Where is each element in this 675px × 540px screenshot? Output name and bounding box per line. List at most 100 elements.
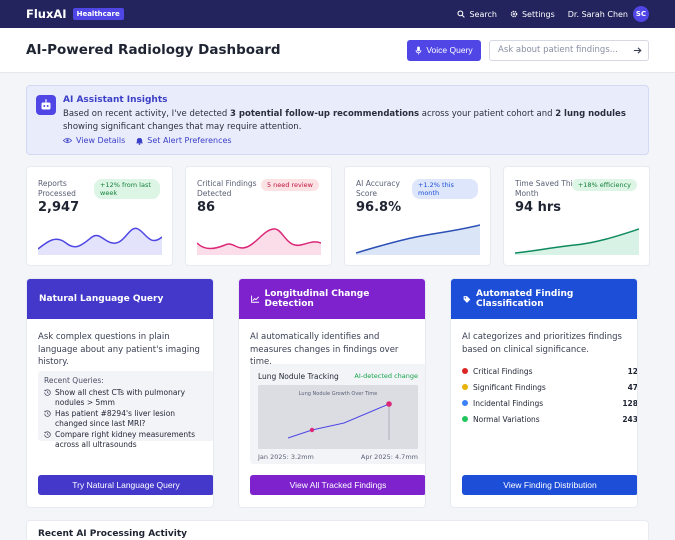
- stat-value: 94 hrs: [515, 200, 562, 215]
- stat-badge: 5 need review: [260, 179, 319, 191]
- nav-settings-label: Settings: [521, 9, 555, 19]
- view-finding-distribution-button[interactable]: View Finding Distribution: [462, 475, 637, 495]
- bell-icon: [136, 137, 144, 145]
- stat-label: Reports Processed: [38, 179, 76, 198]
- nav-search-link[interactable]: Search: [457, 9, 497, 19]
- class-count: 47: [627, 382, 638, 392]
- critical-dot: [462, 368, 468, 374]
- feature-title: Longitudinal Change Detection: [264, 289, 370, 309]
- list-item[interactable]: Show all chest CTs with pulmonary nodule…: [44, 388, 208, 407]
- set-alert-link[interactable]: Set Alert Preferences: [136, 136, 232, 145]
- recent-queries: Recent Queries: Show all chest CTs with …: [38, 371, 213, 449]
- class-count: 12: [627, 366, 638, 376]
- user-menu[interactable]: Dr. Sarah Chen SC: [568, 6, 649, 22]
- list-item[interactable]: Incidental Findings 128: [462, 395, 638, 411]
- sparkline: [38, 227, 162, 255]
- class-label: Significant Findings: [473, 382, 546, 392]
- data-point: [309, 427, 315, 433]
- try-nlq-button[interactable]: Try Natural Language Query: [38, 475, 213, 495]
- series-line: [287, 403, 390, 439]
- sparkline: [197, 228, 321, 255]
- sparkline: [356, 224, 480, 255]
- nodule-chart: Lung Nodule Tracking AI-detected change …: [250, 364, 425, 464]
- line-chart-icon: [251, 295, 260, 303]
- history-icon: [44, 389, 51, 396]
- list-item[interactable]: Critical Findings 12: [462, 363, 638, 379]
- list-item[interactable]: Normal Variations 243: [462, 411, 638, 427]
- stat-label: Critical Findings Detected: [197, 179, 257, 198]
- query-text: Has patient #8294's liver lesion changed…: [55, 409, 176, 428]
- data-point: [386, 401, 392, 407]
- view-details-link[interactable]: View Details: [63, 136, 125, 145]
- ask-box: [489, 39, 649, 61]
- feature-header: Automated Finding Classification: [451, 279, 637, 319]
- history-icon: [44, 431, 51, 438]
- class-label: Incidental Findings: [473, 398, 544, 408]
- nav-right: Search Settings Dr. Sarah Chen SC: [444, 6, 649, 22]
- product-tag: Healthcare: [72, 8, 124, 20]
- feature-header: Natural Language Query: [27, 279, 213, 319]
- class-label: Normal Variations: [473, 414, 540, 424]
- view-tracked-findings-button[interactable]: View All Tracked Findings: [250, 475, 425, 495]
- feature-card-afc: Automated Finding Classification AI cate…: [450, 278, 638, 508]
- stat-card-time-saved: Time Saved This Month 94 hrs +18% effici…: [503, 166, 650, 266]
- list-item[interactable]: Compare right kidney measurements across…: [44, 430, 208, 449]
- class-label: Critical Findings: [473, 366, 533, 376]
- set-alert-label: Set Alert Preferences: [147, 136, 232, 145]
- ask-input[interactable]: [498, 45, 628, 55]
- nav-settings-link[interactable]: Settings: [510, 10, 555, 19]
- eye-icon: [63, 138, 72, 143]
- stat-badge: +12% from last week: [94, 179, 160, 199]
- class-count: 243: [622, 414, 638, 424]
- chart-title: Lung Nodule Tracking: [258, 372, 339, 381]
- class-count: 128: [622, 398, 638, 408]
- feature-desc: AI categorizes and prioritizes findings …: [462, 332, 622, 355]
- query-text: Show all chest CTs with pulmonary nodule…: [55, 388, 186, 407]
- app-logo[interactable]: FluxAI: [26, 7, 67, 21]
- microphone-icon: [416, 45, 422, 55]
- feature-desc: Ask complex questions in plain language …: [38, 332, 200, 367]
- voice-query-button[interactable]: Voice Query: [407, 39, 481, 61]
- feature-desc: AI automatically identifies and measures…: [250, 332, 399, 367]
- search-icon: [457, 10, 466, 18]
- recent-queries-title: Recent Queries:: [44, 376, 104, 385]
- feature-title: Natural Language Query: [39, 294, 164, 304]
- gear-icon: [510, 10, 518, 18]
- stat-label: AI Accuracy Score: [356, 179, 400, 198]
- insights-followups: 3 potential follow-up recommendations: [230, 109, 420, 119]
- view-details-label: View Details: [76, 136, 126, 145]
- stat-value: 86: [197, 200, 216, 215]
- insights-title: AI Assistant Insights: [63, 95, 168, 105]
- chart-plot: Lung Nodule Growth Over Time: [258, 385, 418, 449]
- significant-dot: [462, 384, 468, 390]
- stat-value: 2,947: [38, 200, 80, 215]
- normal-dot: [462, 416, 468, 422]
- chart-end-label: Apr 2025: 4.7mm: [360, 453, 418, 461]
- voice-query-label: Voice Query: [426, 45, 473, 55]
- insights-text-1: Based on recent activity, I've detected: [63, 109, 231, 119]
- feature-card-nlq: Natural Language Query Ask complex quest…: [26, 278, 214, 508]
- list-item[interactable]: Has patient #8294's liver lesion changed…: [44, 409, 208, 428]
- stat-card-accuracy: AI Accuracy Score 96.8% +1.2% this month: [344, 166, 491, 266]
- ai-insights-panel: AI Assistant Insights Based on recent ac…: [26, 85, 649, 155]
- feature-card-lcd: Longitudinal Change Detection AI automat…: [238, 278, 426, 508]
- stat-value: 96.8%: [356, 200, 402, 215]
- recent-activity-title: Recent AI Processing Activity: [38, 529, 188, 539]
- nav-search-label: Search: [469, 9, 497, 19]
- list-item[interactable]: Significant Findings 47: [462, 379, 638, 395]
- stat-card-critical: Critical Findings Detected 86 5 need rev…: [185, 166, 332, 266]
- feature-header: Longitudinal Change Detection: [239, 279, 425, 319]
- history-icon: [44, 410, 51, 417]
- stat-label: Time Saved This Month: [515, 179, 577, 198]
- ai-detected-tag: AI-detected change: [354, 372, 418, 380]
- query-text: Compare right kidney measurements across…: [55, 430, 196, 449]
- stat-badge: +18% efficiency: [571, 179, 637, 191]
- user-name: Dr. Sarah Chen: [567, 9, 628, 19]
- arrow-right-icon[interactable]: [633, 46, 642, 55]
- incidental-dot: [462, 400, 468, 406]
- stat-card-reports: Reports Processed 2,947 +12% from last w…: [26, 166, 173, 266]
- sparkline: [515, 228, 639, 255]
- insights-text-2: across your patient cohort and: [419, 109, 556, 119]
- avatar[interactable]: SC: [633, 6, 649, 22]
- chart-start-label: Jan 2025: 3.2mm: [258, 453, 314, 461]
